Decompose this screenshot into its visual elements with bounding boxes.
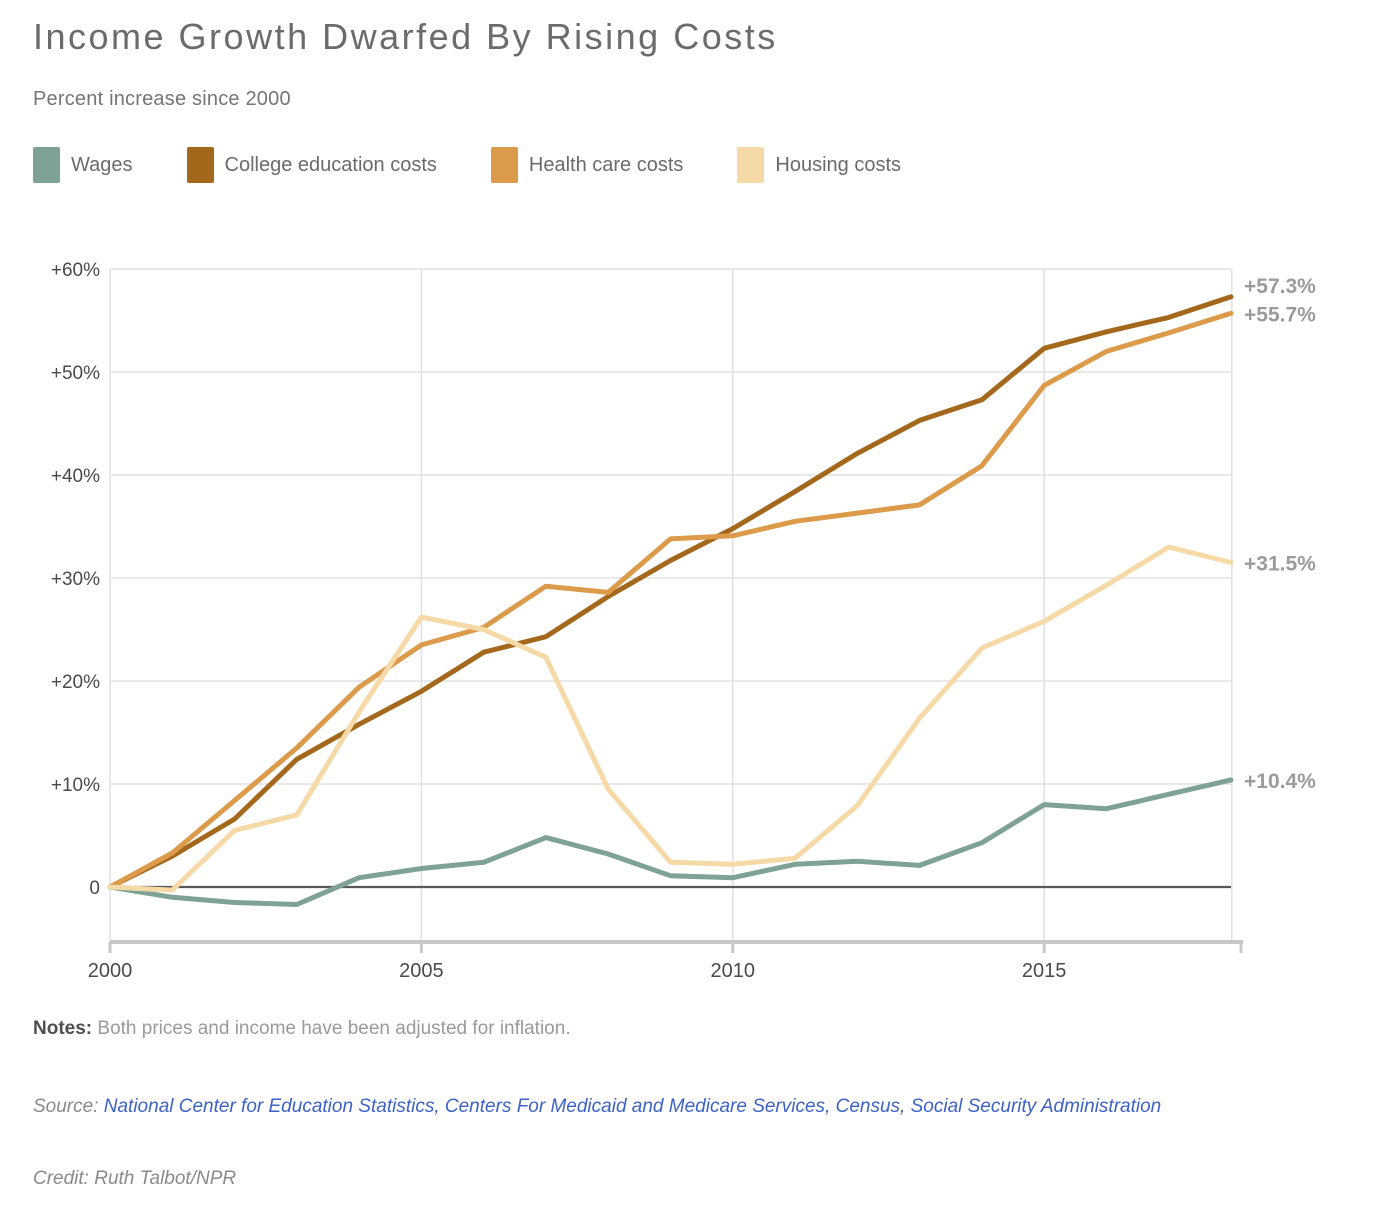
legend-label: Housing costs — [775, 153, 902, 176]
y-axis-tick-label: +20% — [51, 672, 100, 693]
y-axis-tick-label: +40% — [51, 466, 100, 487]
series-line-2 — [107, 310, 1234, 890]
legend-item-2: Health care costs — [490, 147, 684, 183]
notes-text: Both prices and income have been adjuste… — [92, 1018, 571, 1039]
legend-label: Wages — [71, 153, 133, 176]
source-separator: , — [825, 1096, 836, 1117]
y-axis-tick-label: +10% — [51, 775, 100, 796]
source-label: Source: — [33, 1096, 104, 1117]
series-end-label-1: +57.3% — [1244, 275, 1316, 298]
legend-swatch-icon — [737, 147, 765, 183]
notes-label: Notes: — [33, 1018, 93, 1039]
legend-item-3: Housing costs — [737, 147, 901, 183]
legend-item-1: College education costs — [186, 147, 437, 183]
series-end-label-0: +10.4% — [1244, 770, 1316, 793]
source-link-0[interactable]: National Center for Education Statistics — [103, 1096, 435, 1117]
chart-subtitle: Percent increase since 2000 — [33, 88, 291, 110]
legend-label: College education costs — [224, 153, 437, 176]
legend-swatch-icon — [33, 147, 60, 183]
y-axis-tick-label: 0 — [89, 878, 100, 899]
chart-credit: Credit: Ruth Talbot/NPR — [33, 1168, 237, 1189]
x-axis-tick-label: 2005 — [399, 960, 444, 982]
x-axis-tick-label: 2015 — [1022, 960, 1067, 982]
source-separator: , — [900, 1096, 911, 1117]
page-title: Income Growth Dwarfed By Rising Costs — [33, 16, 778, 57]
line-chart-svg: 0 +10% +20% +30% +40% +50% +60% 2000 2005 2010 201… — [51, 260, 1316, 982]
legend-label: Health care costs — [528, 153, 684, 176]
line-chart: 0 +10% +20% +30% +40% +50% +60% 2000 2005 2010 201… — [0, 240, 1392, 1000]
x-axis-tick-label: 2010 — [711, 960, 756, 982]
series-end-label-3: +31.5% — [1244, 553, 1316, 576]
chart-legend: Wages College education costs Health care … — [33, 147, 955, 183]
series-end-label-2: +55.7% — [1244, 303, 1316, 326]
legend-swatch-icon — [490, 147, 518, 183]
source-link-1[interactable]: Centers For Medicaid and Medicare Servic… — [444, 1096, 826, 1117]
series-line-1 — [107, 294, 1234, 890]
legend-swatch-icon — [186, 147, 214, 183]
legend-item-0: Wages — [33, 147, 133, 183]
series-line-3 — [107, 544, 1234, 893]
chart-notes: Notes: Both prices and income have been … — [33, 1018, 571, 1040]
source-separator: , — [434, 1096, 445, 1117]
y-axis-tick-label: +30% — [51, 569, 100, 590]
y-axis-tick-label: +50% — [51, 363, 100, 384]
x-axis-tick-label: 2000 — [88, 960, 133, 982]
series-line-0 — [107, 777, 1234, 907]
chart-source: Source: National Center for Education St… — [33, 1086, 1203, 1128]
y-axis-tick-label: +60% — [51, 260, 100, 281]
source-link-3[interactable]: Social Security Administration — [910, 1096, 1162, 1117]
source-link-2[interactable]: Census — [835, 1096, 901, 1117]
